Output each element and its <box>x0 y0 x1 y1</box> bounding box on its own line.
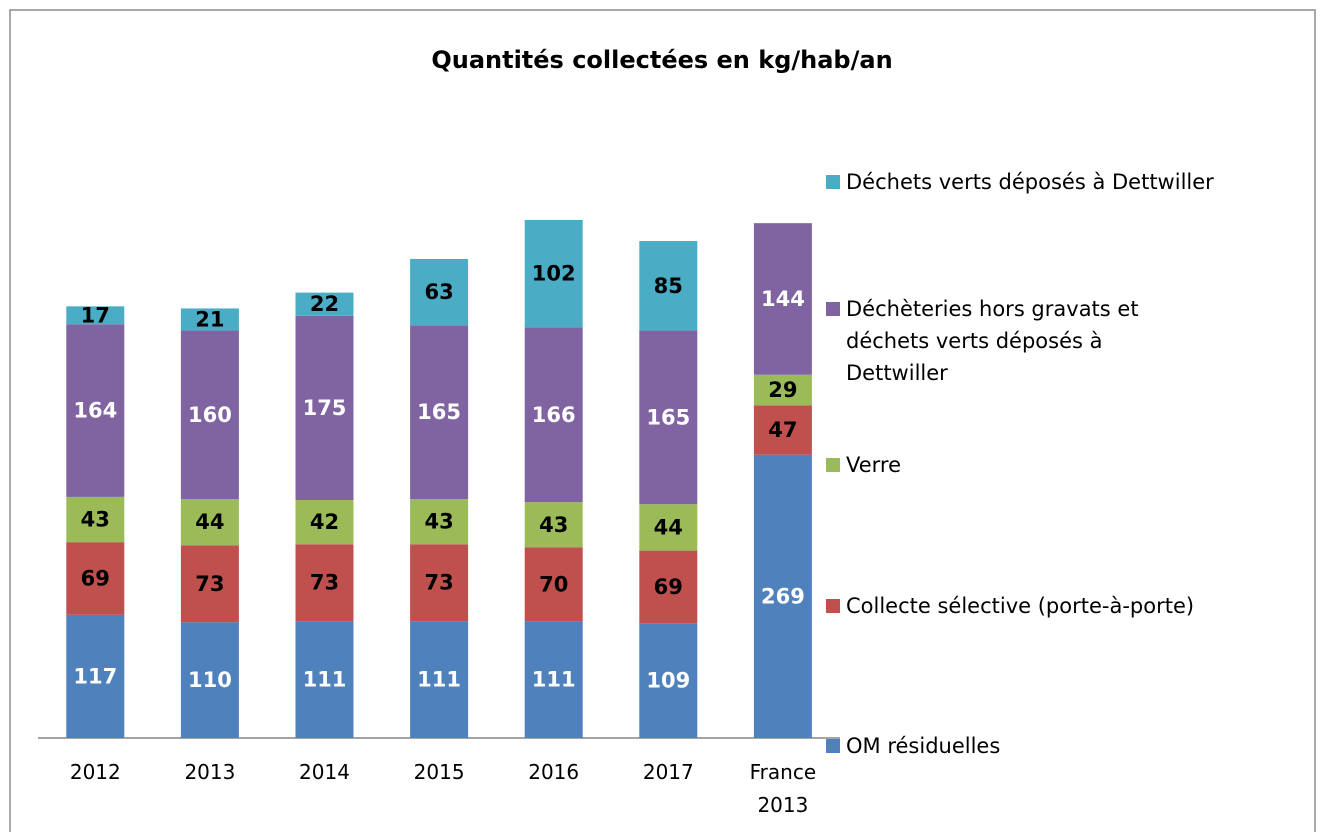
bar-segment <box>410 621 469 738</box>
bar-segment <box>639 241 698 331</box>
data-label: 111 <box>303 668 347 692</box>
bar-segment <box>66 324 125 497</box>
bar-segment <box>639 550 698 624</box>
legend-swatch <box>826 302 840 316</box>
bar-segment <box>639 330 698 505</box>
data-label: 109 <box>646 669 690 693</box>
legend-item: OM résiduelles <box>826 730 1296 762</box>
data-label: 29 <box>768 378 797 402</box>
legend-label: Déchets verts déposés à Dettwiller <box>846 170 1214 194</box>
bar-segment <box>753 374 812 406</box>
legend-item: Collecte sélective (porte-à-porte) <box>826 590 1296 622</box>
data-label: 85 <box>654 274 683 298</box>
data-label: 165 <box>646 405 690 429</box>
bar-segment <box>295 500 354 545</box>
data-label: 73 <box>310 571 339 595</box>
data-label: 102 <box>532 262 576 286</box>
data-label: 44 <box>654 515 683 539</box>
bar-segment <box>524 547 583 622</box>
data-label: 166 <box>532 403 576 427</box>
legend-swatch <box>826 599 840 613</box>
data-label: 43 <box>539 513 568 537</box>
data-label: 21 <box>195 307 224 331</box>
legend-label: OM résiduelles <box>846 734 1001 758</box>
bar-segment <box>295 621 354 738</box>
legend-item: Verre <box>826 449 1296 481</box>
bar-segment <box>410 499 469 545</box>
bar-segment <box>410 258 469 326</box>
data-label: 175 <box>303 396 347 420</box>
legend-swatch <box>826 739 840 753</box>
data-label: 70 <box>539 572 568 596</box>
data-label: 117 <box>73 664 117 688</box>
chart-border <box>9 9 1316 832</box>
data-label: 22 <box>310 292 339 316</box>
data-label: 73 <box>424 571 453 595</box>
bar-segment <box>410 544 469 622</box>
bar-segment <box>639 504 698 551</box>
data-label: 160 <box>188 403 232 427</box>
data-label: 17 <box>81 303 110 327</box>
bar-segment <box>524 220 583 328</box>
x-tick-label: 2012 <box>69 760 121 784</box>
data-label: 43 <box>424 510 453 534</box>
bar-segment <box>180 308 239 331</box>
legend-swatch <box>826 458 840 472</box>
bar-segment <box>295 292 354 316</box>
data-label: 44 <box>195 510 224 534</box>
legend-swatch <box>826 175 840 189</box>
x-tick-label: France 2013 <box>749 760 817 817</box>
bar-segment <box>639 623 698 738</box>
x-tick-label: 2016 <box>528 760 580 784</box>
data-label: 69 <box>81 566 110 590</box>
data-label: 269 <box>761 584 805 608</box>
legend-label: Verre <box>846 453 902 477</box>
data-label: 111 <box>417 668 461 692</box>
bar-segment <box>524 621 583 738</box>
bar-segment <box>524 502 583 548</box>
data-label: 111 <box>532 668 576 692</box>
data-label: 73 <box>195 572 224 596</box>
data-label: 69 <box>654 575 683 599</box>
data-label: 165 <box>417 400 461 424</box>
data-label: 110 <box>188 668 232 692</box>
bar-segment <box>66 614 125 738</box>
bar-segment <box>66 542 125 615</box>
bar-segment <box>66 496 125 543</box>
bar-segment <box>180 545 239 623</box>
bar-segment <box>180 330 239 500</box>
bar-segment <box>753 405 812 455</box>
bar-segment <box>524 327 583 503</box>
x-tick-label: 2017 <box>642 760 694 784</box>
bar-segment <box>753 223 812 375</box>
x-tick-label: 2014 <box>299 760 350 784</box>
data-label: 144 <box>761 287 805 311</box>
data-label: 63 <box>424 280 453 304</box>
data-label: 47 <box>768 418 797 442</box>
bar-segment <box>295 315 354 501</box>
legend-item: Déchets verts déposés à Dettwiller <box>826 166 1296 198</box>
x-tick-label: 2015 <box>413 760 465 784</box>
bar-segment <box>753 454 812 738</box>
chart-title: Quantités collectées en kg/hab/an <box>431 46 892 74</box>
bar-segment <box>180 499 239 546</box>
legend-label: Déchèteries hors gravats et déchets vert… <box>846 297 1139 385</box>
bar-segment <box>410 325 469 500</box>
data-label: 42 <box>310 510 339 534</box>
x-tick-label: 2013 <box>184 760 236 784</box>
data-label: 43 <box>81 508 110 532</box>
legend-item: Déchèteries hors gravats et déchets vert… <box>826 293 1296 389</box>
bar-segment <box>66 306 125 325</box>
legend-label: Collecte sélective (porte-à-porte) <box>846 594 1195 618</box>
bar-segment <box>180 622 239 738</box>
data-label: 164 <box>73 399 117 423</box>
bar-segment <box>295 544 354 622</box>
